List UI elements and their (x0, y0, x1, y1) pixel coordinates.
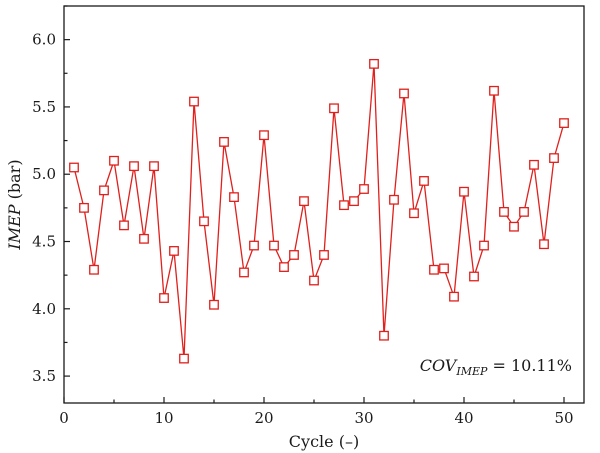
data-point (319, 250, 329, 260)
x-tick-label: 10 (154, 409, 173, 427)
plot-area (63, 5, 585, 404)
data-point (249, 240, 259, 251)
data-point (229, 192, 239, 203)
data-point (419, 176, 429, 186)
data-point (169, 246, 179, 256)
y-tick-label: 4.0 (32, 300, 56, 318)
data-point (449, 291, 459, 302)
data-point (459, 186, 469, 197)
data-point (379, 330, 389, 341)
data-point (189, 96, 199, 107)
data-point (209, 299, 219, 310)
data-point (329, 103, 339, 114)
y-tick-label: 5.0 (32, 165, 56, 183)
data-point (479, 240, 489, 251)
data-point (549, 153, 559, 163)
data-point (119, 220, 129, 231)
cov-annotation-subscript: IMEP (455, 365, 488, 378)
data-point (509, 221, 519, 232)
data-point (99, 185, 109, 196)
cov-annotation-main: COV (420, 356, 458, 375)
data-point (219, 137, 229, 147)
imep-series-line (73, 63, 565, 359)
data-point (239, 267, 249, 278)
x-axis-label: Cycle (–) (289, 432, 359, 451)
data-point (339, 200, 349, 211)
data-point (179, 353, 189, 364)
x-tick-labels: 0 10 20 30 40 50 (59, 409, 573, 427)
x-tick-label: 20 (254, 409, 273, 427)
x-tick-label: 40 (454, 409, 473, 427)
data-point (259, 130, 269, 141)
data-point (149, 161, 159, 172)
data-point (159, 293, 169, 303)
axis-ticks (63, 5, 565, 403)
y-tick-label: 5.5 (32, 98, 56, 116)
data-point (129, 161, 139, 172)
data-point (399, 88, 409, 99)
y-tick-label: 6.0 (32, 31, 56, 49)
data-point (309, 275, 319, 286)
data-point (269, 240, 279, 251)
data-point (559, 118, 569, 128)
imep-series-markers (69, 58, 569, 364)
data-point (409, 208, 419, 219)
x-tick-label: 50 (554, 409, 573, 427)
data-point (279, 262, 289, 272)
data-point (89, 264, 99, 275)
y-axis-label: IMEP (bar) (5, 159, 24, 250)
plot-frame (63, 5, 585, 404)
data-point (369, 58, 379, 69)
y-axis-label-main: IMEP (5, 204, 24, 250)
data-point (109, 155, 119, 166)
data-point (79, 202, 89, 213)
y-axis-label-unit: (bar) (5, 159, 24, 204)
data-point (439, 263, 449, 274)
x-tick-label: 0 (59, 409, 69, 427)
data-point (469, 271, 479, 282)
data-point (69, 162, 79, 173)
y-tick-label: 4.5 (32, 233, 56, 251)
cov-annotation: COVIMEP = 10.11% (420, 356, 572, 378)
data-point (539, 239, 549, 250)
data-point (519, 206, 529, 217)
y-tick-label: 3.5 (32, 367, 56, 385)
data-point (529, 159, 539, 170)
data-point (499, 206, 509, 217)
y-tick-labels: 3.5 4.0 4.5 5.0 5.5 6.0 (32, 31, 56, 385)
data-point (199, 216, 209, 227)
cov-annotation-value: = 10.11% (487, 356, 572, 375)
data-point (489, 85, 499, 96)
data-point (429, 264, 439, 275)
data-point (289, 250, 299, 260)
data-point (299, 196, 309, 207)
x-tick-label: 30 (354, 409, 373, 427)
data-point (359, 184, 369, 194)
data-point (139, 233, 149, 244)
data-point (389, 194, 399, 205)
data-point (349, 196, 359, 207)
